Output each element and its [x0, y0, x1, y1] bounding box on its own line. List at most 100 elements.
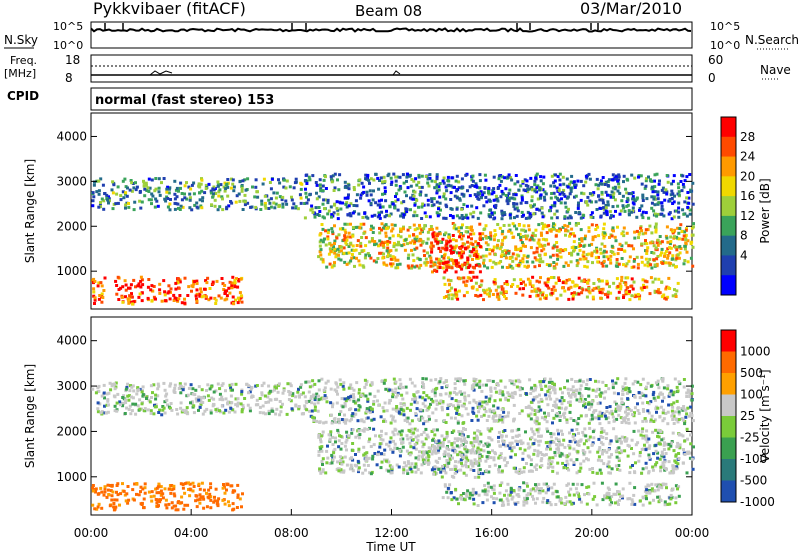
power-cell [538, 244, 542, 248]
power-cell [424, 263, 428, 267]
velocity-cell [124, 387, 128, 391]
nsky-left-tick-top: 10^5 [53, 20, 83, 33]
velocity-cell [437, 467, 441, 471]
power-cell [603, 183, 607, 186]
power-cell [516, 209, 520, 213]
velocity-cell [147, 490, 151, 494]
power-cell [502, 293, 506, 296]
velocity-cell [605, 432, 609, 436]
power-cell [472, 254, 476, 257]
velocity-cell [97, 502, 101, 506]
power-cell [119, 198, 123, 202]
velocity-cell [491, 379, 495, 383]
power-cell [464, 284, 468, 288]
power-cell [683, 247, 687, 251]
velocity-cell [672, 401, 676, 405]
velocity-cell [598, 393, 602, 397]
velocity-cell [324, 381, 328, 385]
velocity-cell [151, 391, 154, 395]
velocity-cell [134, 412, 138, 416]
power-cell [594, 256, 598, 260]
power-cell [164, 199, 168, 203]
power-cell [429, 264, 433, 268]
power-cell [572, 245, 576, 249]
velocity-cell [267, 400, 270, 404]
power-cell [314, 181, 318, 184]
power-cell [546, 242, 550, 246]
power-cell [417, 266, 421, 270]
power-cell [496, 292, 500, 296]
velocity-cell [392, 433, 396, 437]
power-cell [591, 297, 595, 301]
velocity-cell [424, 377, 428, 381]
power-cell [672, 215, 676, 219]
velocity-cell [176, 508, 180, 512]
power-cell [577, 210, 581, 214]
power-cell [393, 223, 397, 227]
power-cell [633, 236, 637, 240]
power-cell [339, 249, 343, 253]
power-cell [496, 199, 500, 203]
velocity-cell [199, 398, 203, 402]
power-cell [665, 174, 669, 177]
velocity-cell [423, 398, 427, 402]
velocity-cell [310, 401, 314, 405]
velocity-cell [207, 496, 211, 500]
velocity-cell [623, 449, 627, 453]
velocity-cell [587, 401, 591, 405]
power-cell [628, 290, 631, 293]
power-cell [424, 175, 428, 178]
power-cell [607, 257, 611, 261]
velocity-cell [413, 427, 417, 431]
velocity-cell [623, 416, 627, 420]
velocity-cell [347, 386, 351, 390]
power-cell [333, 224, 336, 228]
power-cell [529, 236, 533, 240]
power-cell [661, 261, 665, 265]
velocity-cell [103, 404, 106, 408]
power-cell [215, 279, 219, 283]
power-cell [213, 296, 217, 300]
power-cell [625, 231, 629, 235]
power-cell [519, 278, 523, 282]
power-cell [293, 181, 297, 185]
power-cell [394, 179, 398, 183]
power-cell [405, 210, 409, 214]
velocity-cell [371, 454, 375, 458]
power-cell [621, 194, 625, 198]
power-cell [491, 293, 495, 296]
power-cell [665, 225, 669, 229]
velocity-cell [385, 409, 389, 413]
power-cell [337, 257, 341, 261]
power-cell [220, 195, 224, 199]
velocity-cell [340, 397, 344, 400]
velocity-cell [250, 386, 254, 389]
velocity-cell [642, 409, 646, 413]
power-cell [430, 197, 434, 201]
power-cell [430, 227, 434, 231]
power-cell [653, 212, 657, 216]
power-cell [576, 206, 580, 210]
velocity-cell [641, 377, 645, 381]
power-cell [91, 279, 95, 283]
velocity-cell [349, 395, 353, 399]
velocity-cell [454, 406, 458, 410]
velocity-cell [335, 468, 339, 471]
power-cell [209, 296, 213, 300]
power-cell [121, 285, 125, 289]
velocity-cell [481, 383, 485, 387]
velocity-cell [428, 417, 431, 421]
power-cell [308, 193, 312, 197]
power-cell [472, 248, 476, 252]
velocity-cell [113, 395, 117, 399]
velocity-cell [357, 468, 361, 472]
power-cell [451, 234, 455, 237]
power-cell [650, 179, 654, 183]
power-cell [221, 282, 225, 286]
power-cell [604, 203, 608, 207]
velocity-cell [646, 409, 650, 413]
power-cell [413, 203, 417, 207]
power-cell [645, 197, 649, 201]
velocity-cell [389, 421, 393, 425]
velocity-cell [343, 402, 347, 405]
